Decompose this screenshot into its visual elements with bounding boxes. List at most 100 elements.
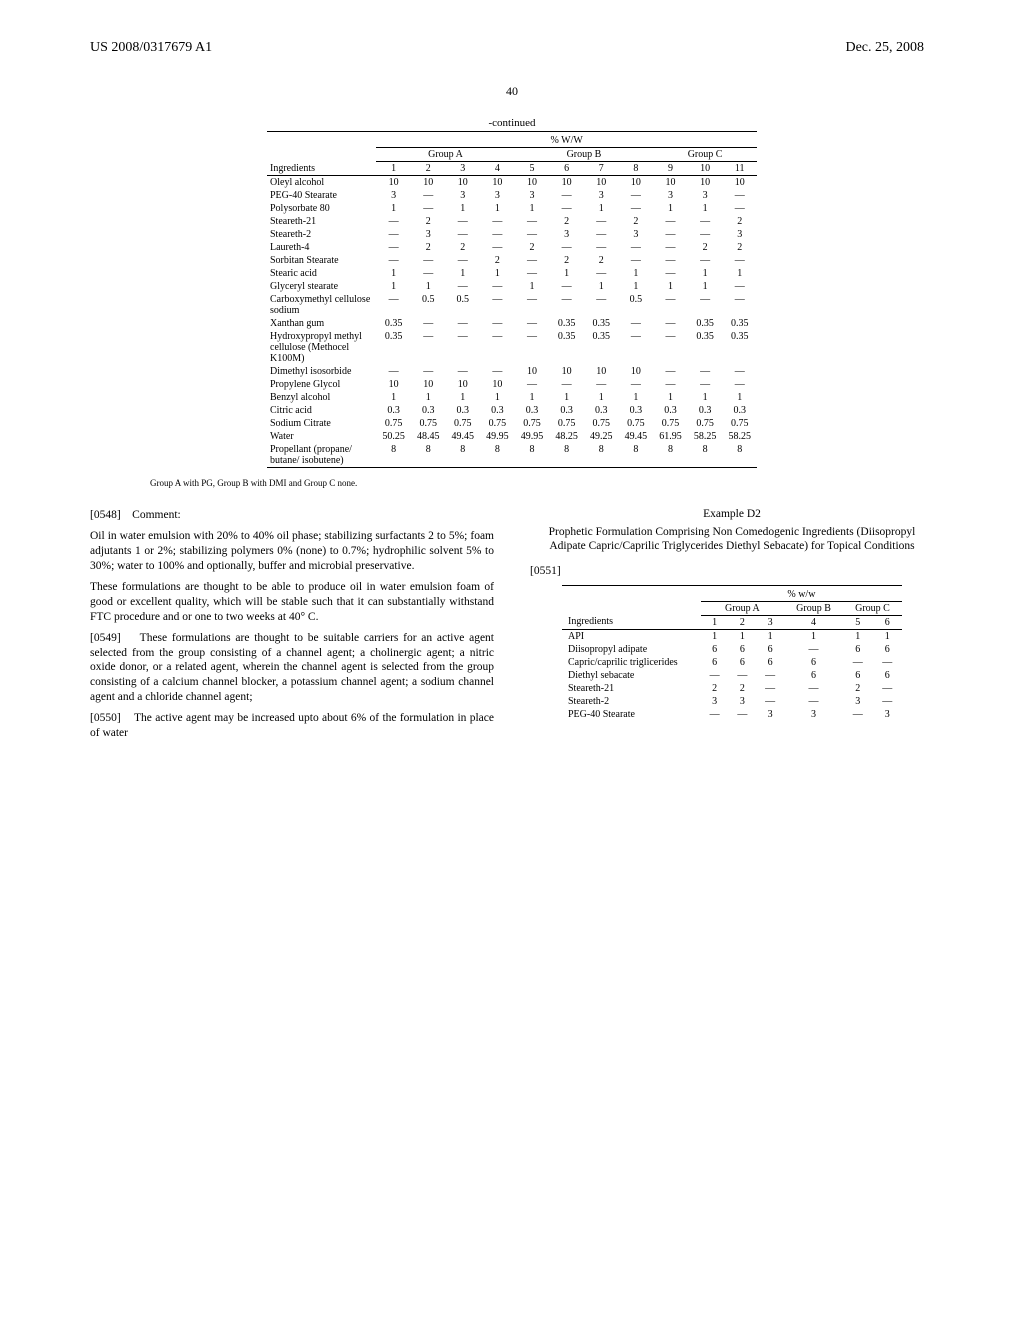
cell-value: 8	[688, 443, 723, 468]
cell-value: 0.3	[688, 404, 723, 417]
cell-value: —	[584, 267, 619, 280]
t2-ingredients-header: Ingredients	[562, 615, 701, 629]
ingredient-label: Steareth-2	[562, 695, 701, 708]
cell-value: —	[549, 378, 584, 391]
cell-value: 1	[872, 629, 902, 643]
ingredient-label: Xanthan gum	[267, 317, 376, 330]
cell-value: 1	[584, 202, 619, 215]
cell-value: 10	[584, 176, 619, 190]
table-row: Steareth-21—2———2—2——2	[267, 215, 757, 228]
cell-value: 1	[843, 629, 872, 643]
cell-value: 1	[515, 280, 550, 293]
ingredient-label: Glyceryl stearate	[267, 280, 376, 293]
cell-value: 48.25	[549, 430, 584, 443]
cell-value: 1	[653, 202, 688, 215]
col-number: 4	[784, 615, 843, 629]
cell-value: 10	[515, 365, 550, 378]
cell-value: —	[480, 317, 515, 330]
cell-value: 1	[376, 202, 411, 215]
ingredients-header: Ingredients	[267, 162, 376, 176]
cell-value: 10	[722, 176, 757, 190]
cell-value: 0.3	[515, 404, 550, 417]
cell-value: 49.95	[480, 430, 515, 443]
table-row: Xanthan gum0.35————0.350.35——0.350.35	[267, 317, 757, 330]
ingredient-label: Capric/caprilic triglicerides	[562, 656, 701, 669]
t2-group-c: Group C	[843, 601, 902, 615]
cell-value: —	[653, 365, 688, 378]
table-row: Glyceryl stearate11——1—1111—	[267, 280, 757, 293]
cell-value: —	[688, 228, 723, 241]
ingredient-label: Hydroxypropyl methyl cellulose (Methocel…	[267, 330, 376, 365]
ingredient-label: Citric acid	[267, 404, 376, 417]
cell-value: 0.75	[446, 417, 481, 430]
cell-value: —	[722, 365, 757, 378]
cell-value: —	[376, 215, 411, 228]
cell-value: 3	[619, 228, 654, 241]
cell-value: —	[619, 330, 654, 365]
ingredient-label: Propellant (propane/ butane/ isobutene)	[267, 443, 376, 468]
col-number: 8	[619, 162, 654, 176]
cell-value: —	[480, 241, 515, 254]
cell-value: 2	[584, 254, 619, 267]
cell-value: 10	[480, 176, 515, 190]
group-a-header: Group A	[376, 148, 514, 162]
cell-value: 6	[756, 656, 784, 669]
table-row: Steareth-2—3———3—3——3	[267, 228, 757, 241]
cell-value: —	[549, 280, 584, 293]
cell-value: 0.75	[619, 417, 654, 430]
cell-value: —	[584, 241, 619, 254]
cell-value: —	[549, 293, 584, 317]
cell-value: 8	[584, 443, 619, 468]
col-number: 5	[515, 162, 550, 176]
ingredient-label: Benzyl alcohol	[267, 391, 376, 404]
cell-value: 3	[549, 228, 584, 241]
cell-value: 3	[376, 189, 411, 202]
cell-value: 1	[376, 267, 411, 280]
cell-value: 6	[784, 656, 843, 669]
cell-value: —	[446, 365, 481, 378]
cell-value: 2	[688, 241, 723, 254]
cell-value: —	[729, 708, 757, 721]
cell-value: —	[376, 293, 411, 317]
cell-value: —	[584, 293, 619, 317]
cell-value: —	[411, 189, 446, 202]
cell-value: —	[653, 215, 688, 228]
cell-value: 6	[843, 643, 872, 656]
cell-value: —	[584, 378, 619, 391]
col-number: 11	[722, 162, 757, 176]
cell-value: —	[653, 317, 688, 330]
cell-value: 1	[411, 280, 446, 293]
cell-value: —	[653, 267, 688, 280]
cell-value: —	[653, 254, 688, 267]
cell-value: —	[619, 317, 654, 330]
ingredient-label: Laureth-4	[267, 241, 376, 254]
col-number: 3	[446, 162, 481, 176]
cell-value: 10	[619, 365, 654, 378]
cell-value: 0.75	[722, 417, 757, 430]
table-row: Dimethyl isosorbide————10101010———	[267, 365, 757, 378]
cell-value: 0.3	[411, 404, 446, 417]
cell-value: 1	[722, 391, 757, 404]
cell-value: 1	[619, 280, 654, 293]
cell-value: —	[376, 228, 411, 241]
col-number: 3	[756, 615, 784, 629]
cell-value: 6	[701, 643, 729, 656]
cell-value: —	[584, 228, 619, 241]
table-row: PEG-40 Stearate——33—3	[562, 708, 902, 721]
table-row: Sorbitan Stearate———2—22————	[267, 254, 757, 267]
cell-value: 6	[729, 656, 757, 669]
cell-value: 1	[515, 202, 550, 215]
cell-value: 3	[756, 708, 784, 721]
cell-value: —	[843, 708, 872, 721]
cell-value: 0.35	[376, 317, 411, 330]
cell-value: —	[619, 241, 654, 254]
table-row: Diisopropyl adipate666—66	[562, 643, 902, 656]
cell-value: 1	[729, 629, 757, 643]
cell-value: 3	[584, 189, 619, 202]
cell-value: 1	[619, 391, 654, 404]
cell-value: —	[653, 293, 688, 317]
cell-value: 3	[515, 189, 550, 202]
table-row: Citric acid0.30.30.30.30.30.30.30.30.30.…	[267, 404, 757, 417]
col-number: 1	[376, 162, 411, 176]
col-number: 2	[411, 162, 446, 176]
